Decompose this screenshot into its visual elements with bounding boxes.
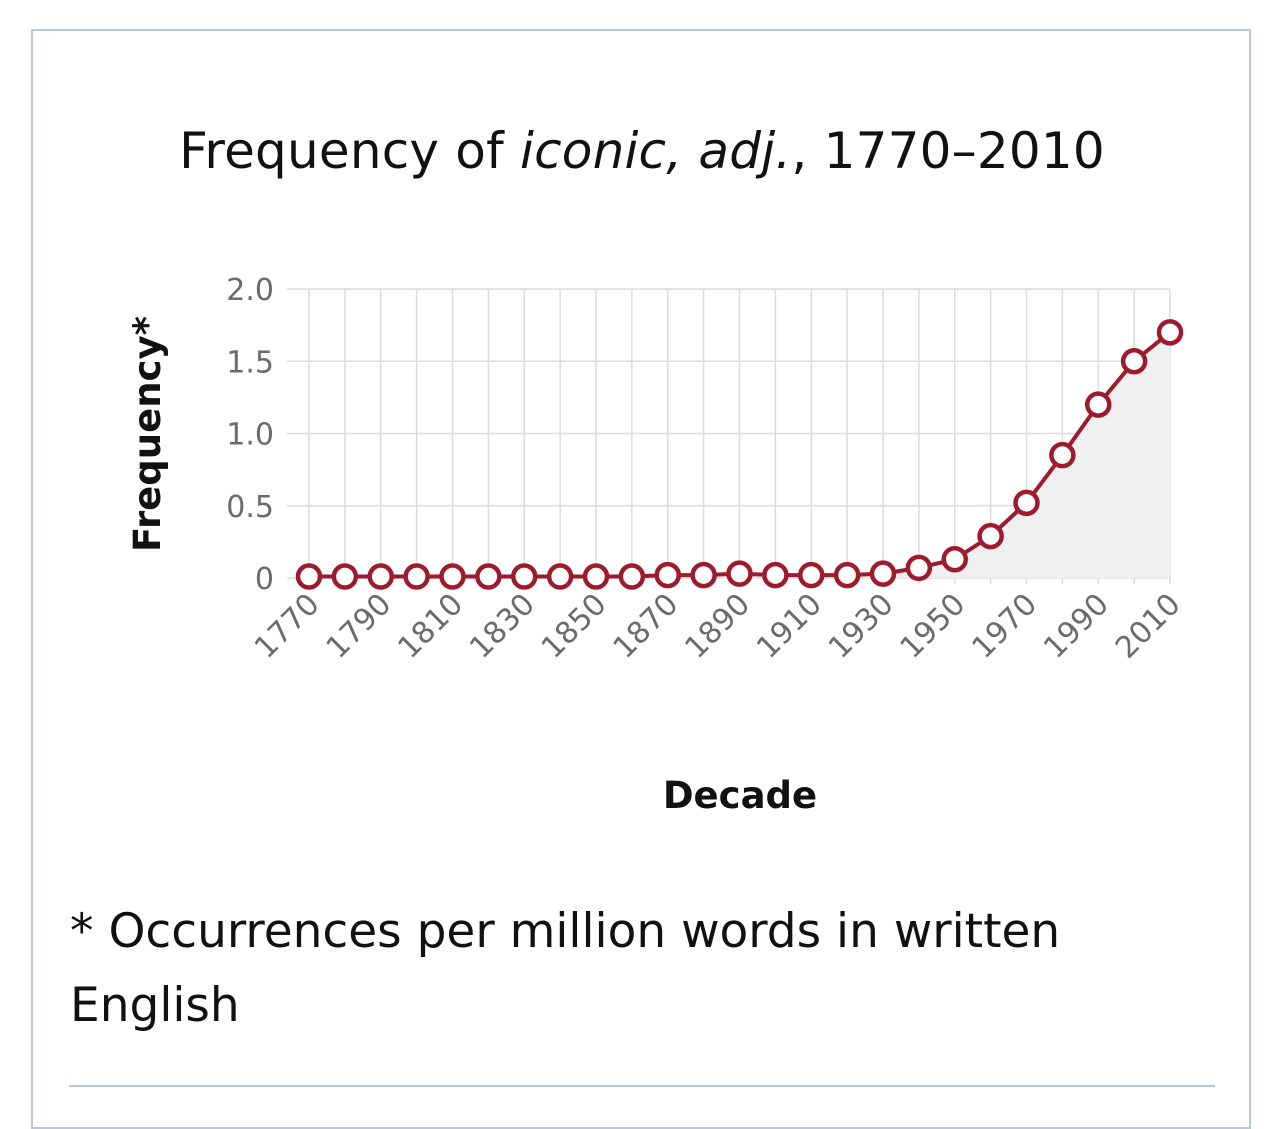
- footnote: * Occurrences per million words in writt…: [70, 904, 1061, 1033]
- x-tick-label: 1790: [320, 587, 399, 666]
- data-point: [1085, 391, 1112, 418]
- x-tick-label: 1770: [248, 587, 327, 666]
- data-point: [403, 563, 430, 590]
- data-point: [798, 561, 825, 589]
- x-tick-label: 1830: [463, 587, 542, 666]
- data-point: [869, 560, 897, 587]
- x-tick-label: 1890: [678, 587, 757, 666]
- data-point: [367, 563, 394, 590]
- bottom-divider: [69, 1085, 1215, 1087]
- data-point: [1049, 441, 1076, 469]
- x-tick-label: 1910: [750, 587, 829, 666]
- x-tick-label: 1870: [607, 587, 686, 666]
- data-point: [546, 563, 574, 590]
- data-point: [582, 563, 610, 590]
- data-point: [762, 561, 789, 589]
- x-tick-label: 1850: [535, 587, 614, 666]
- x-tick-label: 1990: [1037, 587, 1116, 666]
- x-tick-label: 1930: [822, 587, 901, 666]
- x-tick-label: 1950: [894, 587, 973, 666]
- data-point: [977, 522, 1004, 550]
- chart-title: Frequency of iconic, adj., 1770–2010: [0, 122, 1284, 180]
- title-prefix: Frequency of: [179, 122, 520, 180]
- data-point: [1156, 319, 1184, 346]
- title-headword: iconic, adj.: [520, 122, 792, 180]
- y-tick-label: 1.0: [226, 418, 274, 453]
- data-point: [511, 563, 538, 590]
- x-tick-label: 1970: [965, 587, 1044, 666]
- data-point: [439, 563, 466, 590]
- data-point: [475, 563, 502, 590]
- y-tick-label: 2.0: [226, 273, 274, 308]
- data-point: [833, 561, 861, 589]
- title-suffix: , 1770–2010: [791, 122, 1105, 180]
- x-tick-label: 2010: [1109, 587, 1188, 666]
- y-tick-label: 1.5: [226, 345, 274, 380]
- data-point: [1013, 489, 1040, 517]
- data-point: [905, 554, 933, 582]
- data-point: [618, 563, 646, 590]
- data-point: [726, 560, 753, 587]
- data-point: [690, 561, 717, 589]
- data-point: [941, 545, 968, 573]
- x-axis-title: Decade: [663, 774, 817, 817]
- data-point: [654, 561, 681, 589]
- data-point: [295, 563, 323, 590]
- y-tick-label: 0.5: [226, 490, 274, 525]
- frequency-chart: 0 0.5 1.0 1.5 2.0 177017901810183018501870189…: [126, 273, 1188, 817]
- data-point: [1120, 348, 1148, 375]
- area-fill: [309, 332, 1170, 578]
- data-point: [331, 563, 359, 590]
- y-axis-title: Frequency*: [126, 316, 169, 552]
- y-tick-label: 0: [255, 562, 274, 597]
- x-tick-label: 1810: [391, 587, 470, 666]
